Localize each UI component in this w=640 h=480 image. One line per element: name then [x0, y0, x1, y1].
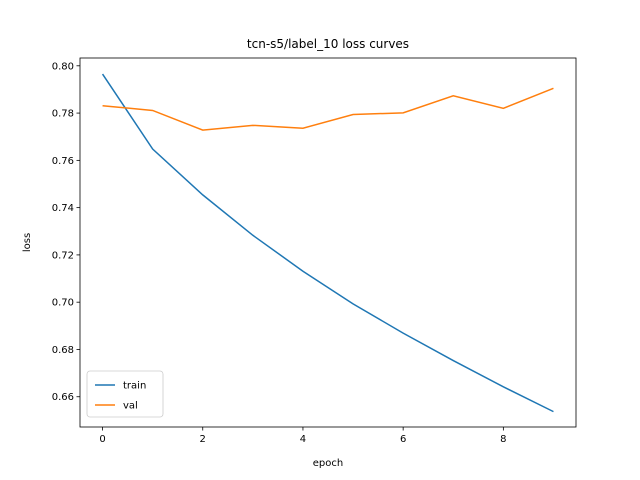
legend-label-val: val: [123, 401, 138, 412]
plot-series: [101, 73, 554, 413]
x-tick-label: 6: [400, 434, 406, 445]
y-tick-label: 0.78: [52, 109, 74, 120]
x-axis-ticks: 0 2 4 6 8: [99, 427, 507, 445]
series-line-val: [102, 87, 554, 131]
y-axis-label: loss: [22, 233, 33, 252]
x-tick-label: 4: [300, 434, 306, 445]
plot-frame: [79, 57, 577, 428]
y-tick-label: 0.76: [52, 156, 74, 167]
y-tick-label: 0.80: [52, 61, 74, 72]
x-tick-label: 2: [200, 434, 206, 445]
x-tick-label: 0: [99, 434, 105, 445]
legend-label-train: train: [123, 381, 146, 392]
y-axis-ticks: 0.66 0.68 0.70 0.72 0.74 0.76 0.78 0.80: [52, 61, 80, 403]
y-tick-label: 0.72: [52, 250, 74, 261]
y-tick-label: 0.74: [52, 203, 74, 214]
y-tick-label: 0.66: [52, 392, 74, 403]
x-axis-label: epoch: [313, 458, 343, 469]
y-tick-label: 0.70: [52, 298, 74, 309]
y-tick-label: 0.68: [52, 345, 74, 356]
series-line-train: [101, 73, 554, 413]
chart-title: tcn-s5/label_10 loss curves: [247, 37, 409, 51]
x-tick-label: 8: [500, 434, 506, 445]
legend: train val: [86, 370, 164, 418]
